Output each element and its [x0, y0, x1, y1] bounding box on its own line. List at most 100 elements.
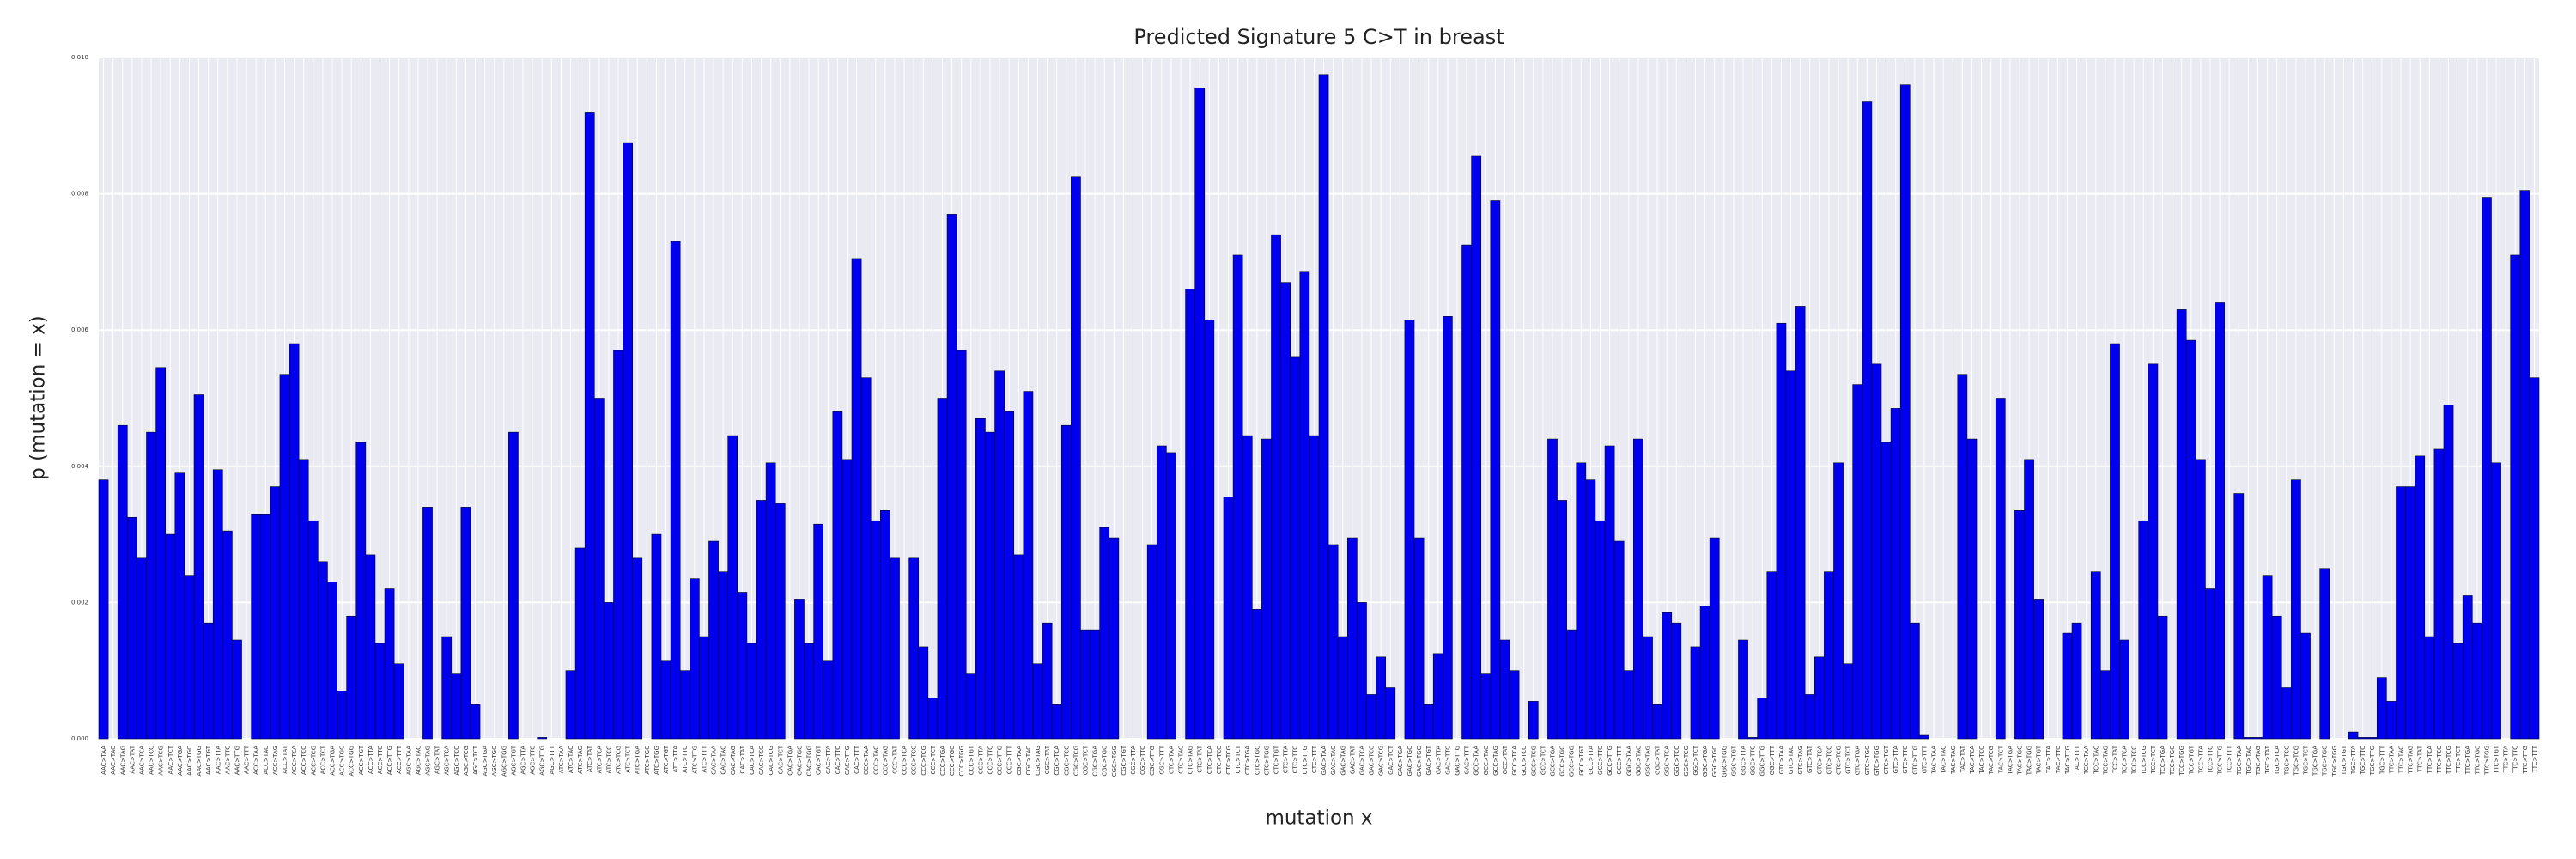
bar	[1776, 322, 1787, 740]
x-tick-label: GCC>TAC	[1483, 746, 1490, 775]
x-tick-label: CTC>TCG	[1225, 746, 1232, 775]
bar	[2062, 632, 2073, 740]
bar	[927, 698, 939, 740]
x-tick-label: AGC>TCC	[453, 746, 460, 776]
x-tick-label: ATC>TAG	[577, 746, 584, 774]
bar	[679, 670, 690, 740]
bar	[1852, 384, 1863, 740]
x-tick-label: GAC>TCT	[1388, 745, 1394, 775]
x-tick-label: GCC>TAG	[1492, 746, 1499, 776]
bar	[1566, 629, 1577, 740]
bar	[1871, 363, 1882, 740]
x-tick-label: GTC>TCG	[1836, 746, 1843, 775]
x-tick-label: TTC>TCA	[2427, 746, 2433, 775]
x-tick-label: CGC>TTT	[1158, 745, 1165, 774]
x-tick-label: GGC>TTC	[1750, 746, 1757, 776]
bar	[1643, 636, 1653, 740]
bar	[1060, 424, 1072, 740]
bar	[1146, 544, 1157, 740]
x-tick-label: CAC>TGA	[787, 746, 793, 776]
x-tick-label: ACC>TGT	[358, 745, 365, 775]
bar	[222, 530, 233, 740]
x-tick-label: AGC>TTG	[539, 746, 546, 776]
bar	[2243, 737, 2254, 740]
bar	[1223, 497, 1234, 740]
x-tick-label: GGC>TAC	[1635, 746, 1642, 776]
bar	[2424, 636, 2435, 740]
x-tick-label: TGC>TTG	[2369, 746, 2376, 776]
x-tick-label: GTC>TTA	[1893, 746, 1899, 774]
x-tick-label: TAC>TTC	[2055, 746, 2062, 774]
x-tick-label: CGC>TGG	[1111, 746, 1118, 777]
x-tick-label: TTC>TAC	[2398, 746, 2405, 774]
x-tick-label: GCC>TTC	[1597, 746, 1604, 775]
x-tick-label: TCC>TGC	[2169, 746, 2176, 776]
x-tick-label: TGC>TCT	[2303, 745, 2310, 775]
bar	[1957, 374, 1968, 740]
x-tick-label: GTC>TAA	[1778, 746, 1785, 775]
bar	[1347, 537, 1358, 740]
x-tick-label: AAC>TCC	[149, 746, 155, 775]
bar	[2357, 737, 2368, 740]
x-tick-label: ATC>TGC	[644, 746, 651, 775]
x-tick-label: TCC>TAT	[2111, 745, 2118, 773]
bar	[1013, 554, 1024, 740]
bar	[1423, 704, 1434, 740]
bar	[1309, 435, 1320, 740]
x-tick-label: CCC>TAG	[882, 746, 889, 775]
bar	[1185, 289, 1195, 740]
bar	[670, 241, 681, 740]
bar	[2176, 309, 2187, 740]
bar	[1232, 254, 1243, 740]
x-tick-label: CGC>TCA	[1054, 746, 1060, 776]
x-tick-label: ATC>TTC	[682, 746, 689, 773]
bar	[813, 523, 824, 740]
bar	[1318, 74, 1329, 740]
bar	[737, 592, 748, 740]
bar	[2090, 571, 2101, 740]
x-tick-label: TCC>TTG	[2217, 746, 2224, 775]
x-tick-label: CTC>TGG	[1263, 746, 1270, 776]
x-tick-label: TCC>TCC	[2131, 746, 2138, 775]
bar	[604, 602, 614, 740]
x-tick-label: TCC>TAC	[2093, 746, 2099, 775]
bar	[184, 575, 195, 740]
bar	[1204, 320, 1215, 740]
x-tick-label: GGC>TAG	[1645, 746, 1652, 776]
bar	[1557, 500, 1567, 740]
x-tick-label: TGC>TTT	[2379, 745, 2385, 775]
bar	[127, 516, 137, 740]
x-tick-label: CTC>TAA	[1168, 746, 1175, 774]
x-tick-label: CGC>TAT	[1044, 745, 1051, 774]
bar	[1376, 656, 1387, 740]
bar	[1709, 537, 1720, 740]
bar	[2157, 615, 2168, 740]
bar	[1166, 452, 1176, 740]
x-tick-label: GAC>TTG	[1454, 746, 1461, 776]
x-tick-label: GTC>TTT	[1921, 745, 1928, 773]
x-tick-label: TAC>TGG	[2026, 746, 2033, 776]
bar	[689, 578, 700, 740]
bar	[2033, 599, 2044, 740]
x-tick-label: GGC>TTT	[1769, 745, 1776, 775]
bar	[756, 500, 767, 740]
x-tick-label: TCC>TTT	[2227, 745, 2233, 774]
x-tick-label: AAC>TTG	[234, 746, 240, 775]
bar	[307, 520, 319, 740]
x-tick-label: AGC>TCG	[463, 746, 470, 776]
bar	[337, 691, 347, 740]
bar	[355, 442, 367, 740]
x-tick-label: ATC>TAT	[586, 745, 593, 772]
bar	[908, 557, 920, 740]
x-tick-label: AAC>TGA	[177, 746, 184, 776]
x-tick-label: AGC>TAT	[434, 745, 441, 774]
bar	[2252, 737, 2263, 740]
x-tick-label: GTC>TCT	[1845, 745, 1852, 774]
x-tick-label: TCC>TCG	[2141, 746, 2148, 776]
x-tick-label: AGC>TGG	[501, 746, 507, 777]
x-tick-label: TGC>TGA	[2312, 746, 2319, 777]
bar	[1738, 639, 1748, 740]
x-tick-label: GGC>TGA	[1702, 746, 1709, 777]
x-tick-label: GAC>TAG	[1340, 746, 1346, 776]
